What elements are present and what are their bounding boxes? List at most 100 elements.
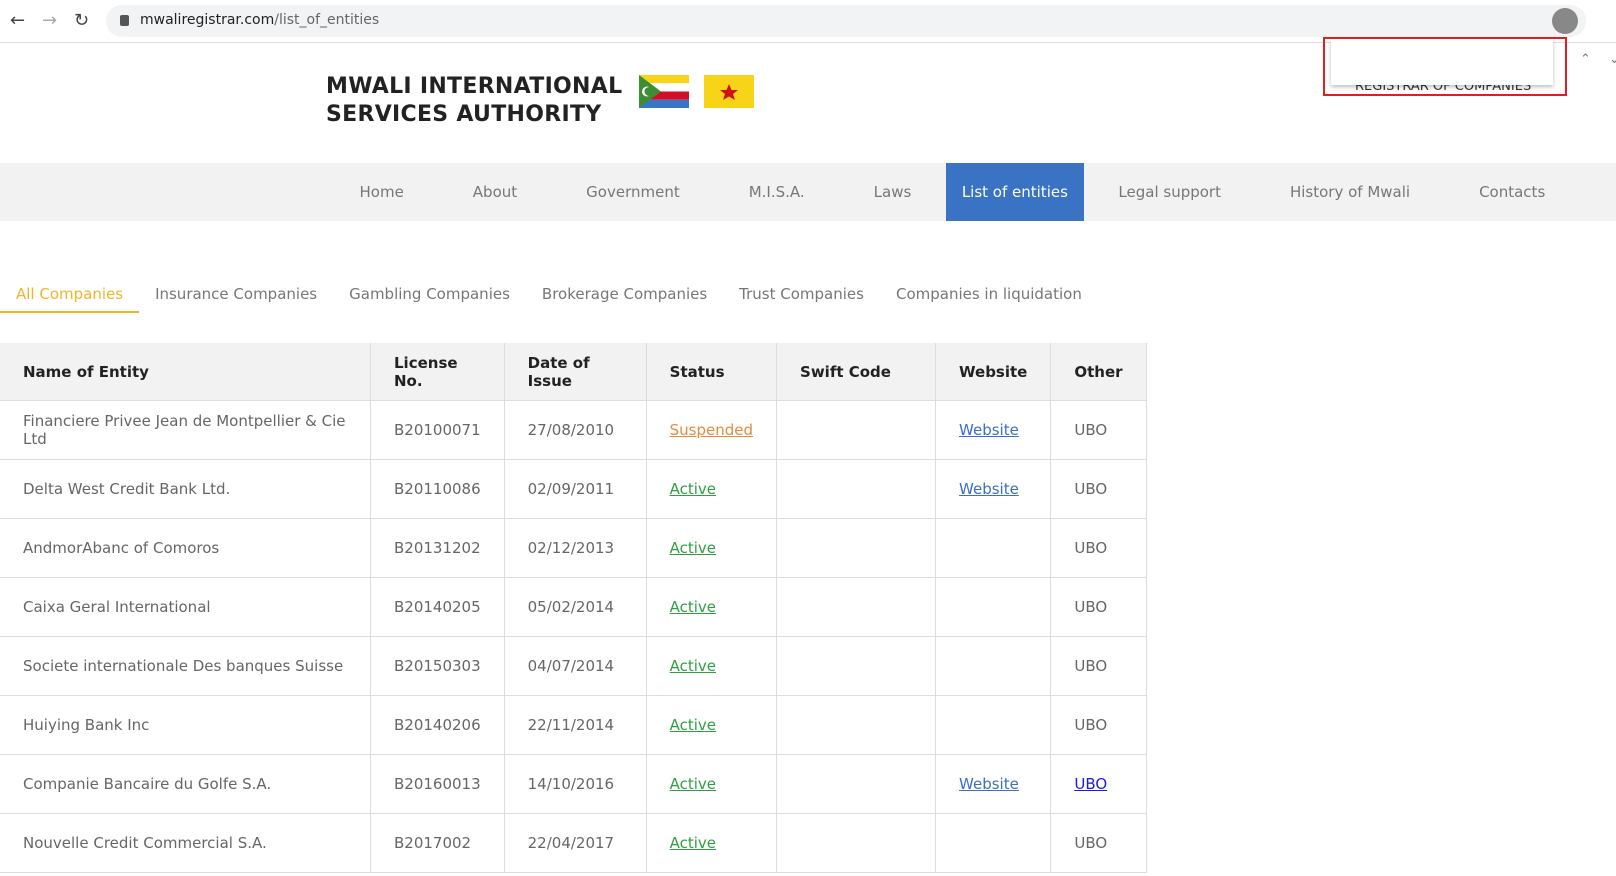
column-header: Date of Issue [504, 343, 647, 401]
column-header: Status [646, 343, 778, 401]
table-cell: 22/11/2014 [504, 695, 647, 755]
table-cell [935, 518, 1052, 578]
website-link[interactable]: Website [959, 775, 1019, 793]
table-cell: Website [935, 754, 1052, 814]
status-link[interactable]: Active [669, 598, 717, 616]
menu-item[interactable]: M.I.S.A. [748, 183, 805, 201]
table-cell: Caixa Geral International [0, 577, 371, 637]
table-cell: Companie Bancaire du Golfe S.A. [0, 754, 371, 814]
menu-item[interactable]: List of entities [945, 163, 1084, 221]
column-header: Swift Code [776, 343, 937, 401]
table-cell [776, 813, 937, 873]
status-link[interactable]: Suspended [669, 421, 754, 439]
menu-item[interactable]: Contacts [1479, 183, 1546, 201]
table-row: AndmorAbanc of Comoros B20131202 02/12/201… [0, 518, 1147, 578]
title-line: MWALI INTERNATIONAL [326, 74, 623, 99]
table-cell [776, 695, 937, 755]
back-button[interactable]: ← [10, 10, 26, 31]
table-cell: UBO [1050, 754, 1147, 814]
cell-text: B20131202 [394, 539, 481, 557]
table-cell: B20150303 [370, 636, 505, 696]
table-cell: 14/10/2016 [504, 754, 647, 814]
table-cell: 27/08/2010 [504, 400, 647, 460]
table-cell [776, 754, 937, 814]
table-cell: B20140206 [370, 695, 505, 755]
extension-icon[interactable] [1552, 8, 1578, 34]
table-cell [935, 577, 1052, 637]
table-cell: B20160013 [370, 754, 505, 814]
table-cell: 04/07/2014 [504, 636, 647, 696]
tab[interactable]: Insurance Companies [155, 285, 318, 303]
chevron-up[interactable]: ⌃ [1580, 52, 1591, 67]
mwali-flag [704, 75, 754, 108]
site-title[interactable]: MWALI INTERNATIONAL SERVICES AUTHORITY [326, 73, 622, 129]
table-cell: Active [646, 636, 778, 696]
cell-text: Nouvelle Credit Commercial S.A. [23, 834, 267, 852]
table-cell: UBO [1050, 695, 1147, 755]
cell-text: UBO [1074, 657, 1108, 675]
highlight-box: REGISTRAR OF COMPANIES [1323, 37, 1567, 96]
menu-item[interactable]: Home [359, 183, 404, 201]
cell-text: 22/11/2014 [527, 716, 615, 734]
reload-button[interactable]: ↻ [74, 10, 90, 31]
table-cell: Financiere Privee Jean de Montpellier & … [0, 400, 371, 460]
table-cell: Suspended [646, 400, 778, 460]
tab[interactable]: All Companies [0, 285, 140, 313]
table-cell: UBO [1050, 459, 1147, 519]
cell-text: Caixa Geral International [23, 598, 211, 616]
cell-text: AndmorAbanc of Comoros [23, 539, 220, 557]
entities-table: Name of Entity License No. Date of Issue St… [0, 343, 1147, 873]
menu-item[interactable]: Legal support [1118, 183, 1221, 201]
address-bar[interactable]: mwaliregistrar.com/list_of_entities [106, 5, 1586, 37]
cell-text: B2017002 [394, 834, 472, 852]
website-link[interactable]: Website [959, 480, 1019, 498]
site-header: MWALI INTERNATIONAL SERVICES AUTHORITY [0, 43, 1616, 163]
status-link[interactable]: Active [669, 716, 717, 734]
cell-text: UBO [1074, 421, 1108, 439]
menu-item[interactable]: Government [586, 183, 680, 201]
tab[interactable]: Trust Companies [739, 285, 864, 303]
status-link[interactable]: Active [669, 657, 717, 675]
column-header: Name of Entity [0, 343, 371, 401]
table-cell: 22/04/2017 [504, 813, 647, 873]
website-link[interactable]: Website [959, 421, 1019, 439]
table-cell: 02/12/2013 [504, 518, 647, 578]
cell-text: Huiying Bank Inc [23, 716, 150, 734]
column-header: License No. [370, 343, 505, 401]
table-row: Companie Bancaire du Golfe S.A. B20160013… [0, 754, 1147, 814]
table-cell [935, 813, 1052, 873]
status-link[interactable]: Active [669, 834, 717, 852]
tab[interactable]: Brokerage Companies [541, 285, 708, 303]
table-cell: UBO [1050, 400, 1147, 460]
status-link[interactable]: Active [669, 775, 717, 793]
table-cell: B20140205 [370, 577, 505, 637]
table-cell: UBO [1050, 813, 1147, 873]
menu-item[interactable]: History of Mwali [1289, 183, 1411, 201]
main-menu: Home About Government M.I.S.A. Laws List of e… [0, 163, 1616, 221]
status-link[interactable]: Active [669, 480, 717, 498]
table-cell [776, 459, 937, 519]
cell-text: 27/08/2010 [527, 421, 615, 439]
cell-text: Financiere Privee Jean de Montpellier & … [23, 412, 346, 448]
table-cell: Societe internationale Des banques Suiss… [0, 636, 371, 696]
chevron-down[interactable]: ⌄ [1609, 52, 1616, 67]
status-link[interactable]: Active [669, 539, 717, 557]
table-cell [776, 636, 937, 696]
tab[interactable]: Gambling Companies [349, 285, 510, 303]
cell-text: UBO [1074, 598, 1108, 616]
tab[interactable]: Companies in liquidation [895, 285, 1082, 303]
table-cell: Active [646, 459, 778, 519]
table-cell [776, 518, 937, 578]
table-cell: B20131202 [370, 518, 505, 578]
table-cell: Active [646, 813, 778, 873]
menu-item[interactable]: About [472, 183, 518, 201]
company-tabs: All Companies Insurance Companies Gambling… [0, 285, 1098, 313]
menu-item[interactable]: Laws [873, 183, 912, 201]
cell-text: 22/04/2017 [527, 834, 615, 852]
table-cell: Delta West Credit Bank Ltd. [0, 459, 371, 519]
table-cell: UBO [1050, 636, 1147, 696]
column-header: Website [935, 343, 1052, 401]
table-cell: Website [935, 459, 1052, 519]
forward-button[interactable]: → [42, 10, 58, 31]
ubo-link[interactable]: UBO [1074, 775, 1108, 793]
